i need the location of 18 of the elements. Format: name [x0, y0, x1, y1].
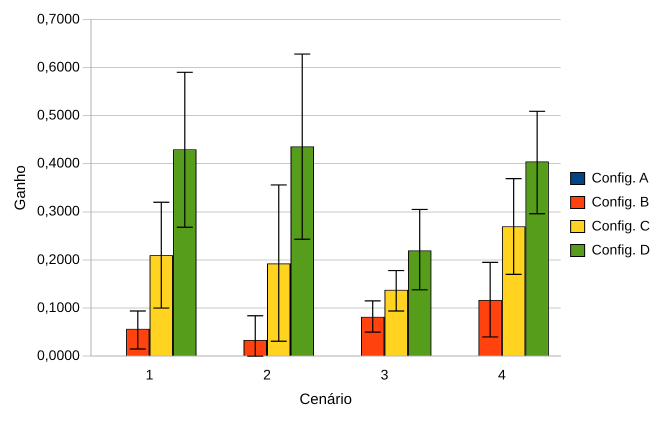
legend-label: Config. D [592, 241, 650, 258]
x-tick-label: 2 [263, 366, 272, 382]
legend-label: Config. A [592, 169, 650, 186]
y-tick-label: 0,6000 [36, 58, 80, 74]
legend-label: Config. C [592, 217, 650, 234]
y-axis-title: Ganho [12, 165, 30, 210]
x-tick-label: 1 [146, 366, 154, 382]
y-tick-label: 0,1000 [36, 298, 80, 315]
y-tick-label: 0,5000 [36, 106, 80, 122]
y-tick-label: 0,0000 [36, 347, 80, 364]
x-axis-title: Cenário [299, 391, 352, 408]
y-tick-label: 0,7000 [36, 10, 80, 26]
y-tick-label: 0,4000 [36, 154, 80, 171]
x-tick-label: 4 [498, 366, 506, 382]
y-tick-label: 0,3000 [36, 202, 80, 219]
legend-label: Config. B [592, 193, 650, 210]
x-tick-label: 3 [380, 366, 389, 382]
y-tick-label: 0,2000 [36, 250, 80, 267]
